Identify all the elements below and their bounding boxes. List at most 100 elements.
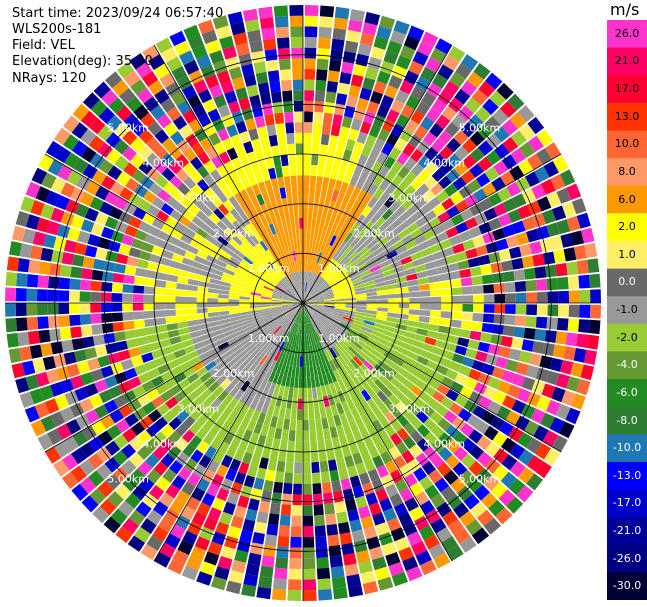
range-gate (133, 319, 146, 329)
range-gate (277, 351, 284, 363)
range-gate (25, 374, 40, 391)
range-gate (318, 396, 325, 409)
range-gate (378, 402, 390, 415)
range-gate (97, 125, 114, 141)
range-gate (283, 353, 289, 365)
range-gate (308, 207, 313, 219)
range-gate (258, 255, 268, 266)
range-gate (450, 279, 462, 288)
range-gate (76, 360, 90, 374)
range-gate (328, 320, 339, 328)
range-gate (461, 312, 473, 321)
range-label: 1.00km (318, 332, 360, 345)
range-gate (97, 355, 111, 368)
range-gate (217, 128, 230, 142)
range-gate (106, 424, 122, 440)
range-gate (282, 304, 293, 308)
range-gate (128, 247, 141, 258)
range-gate (287, 332, 293, 344)
range-gate (229, 170, 241, 183)
range-gate (342, 149, 353, 162)
colorbar-swatch (607, 517, 647, 546)
range-gate (113, 434, 129, 450)
range-gate (384, 196, 396, 209)
range-gate (262, 238, 272, 250)
range-gate (428, 275, 440, 283)
range-gate (251, 286, 263, 292)
range-gate (130, 421, 146, 436)
range-gate (339, 159, 349, 172)
range-gate (439, 160, 454, 175)
range-gate (437, 211, 451, 224)
range-gate (198, 19, 215, 35)
range-gate (519, 141, 536, 159)
range-gate (318, 154, 327, 167)
range-gate (8, 348, 22, 364)
range-gate (424, 175, 438, 190)
range-gate (232, 322, 244, 330)
range-gate (469, 266, 482, 277)
range-gate (451, 416, 466, 431)
range-gate (355, 214, 366, 226)
range-gate (140, 518, 157, 535)
range-gate (328, 459, 338, 472)
range-gate (95, 247, 108, 260)
range-gate (448, 327, 461, 337)
range-gate (464, 217, 478, 230)
range-gate (239, 201, 250, 214)
range-gate (328, 545, 342, 557)
range-gate (351, 322, 363, 329)
range-gate (274, 338, 282, 349)
range-gate (426, 268, 439, 277)
range-gate (239, 529, 253, 543)
range-gate (276, 373, 284, 386)
range-gate (159, 257, 172, 267)
azimuth-line-150 (302, 302, 453, 562)
range-gate (392, 333, 404, 342)
range-gate (303, 196, 309, 208)
range-gate (462, 239, 476, 251)
range-gate (303, 303, 314, 306)
range-gate (397, 313, 409, 320)
range-gate (186, 290, 198, 297)
range-gate (36, 217, 50, 233)
range-gate (91, 420, 106, 435)
range-gate (423, 417, 437, 431)
range-gate (191, 142, 205, 156)
range-gate (245, 210, 256, 223)
range-gate (314, 514, 325, 527)
range-gate (353, 63, 367, 77)
range-gate (90, 280, 102, 292)
range-gate (273, 288, 284, 295)
range-gate (372, 512, 386, 526)
nrays-label: NRays: 120 (12, 71, 87, 86)
range-gate (146, 204, 161, 217)
range-gate (271, 272, 281, 282)
range-gate (216, 464, 229, 478)
range-gate (170, 228, 184, 240)
range-gate (280, 231, 287, 243)
range-gate (160, 453, 175, 468)
range-gate (143, 96, 160, 112)
range-gate (535, 367, 550, 382)
range-gate (119, 187, 134, 201)
range-gate (197, 151, 211, 165)
range-gate (535, 461, 552, 479)
range-gate (329, 319, 340, 327)
range-gate (82, 92, 100, 110)
range-gate (370, 367, 382, 379)
range-gate (250, 348, 260, 358)
range-gate (154, 317, 167, 326)
range-gate (274, 210, 281, 222)
range-gate (399, 80, 415, 95)
range-gate (560, 360, 574, 375)
range-gate (146, 334, 159, 344)
range-gate (303, 154, 311, 165)
range-gate (355, 290, 367, 295)
range-gate (294, 312, 300, 323)
range-gate (87, 453, 104, 470)
range-gate (161, 223, 174, 235)
range-gate (240, 286, 252, 292)
range-gate (241, 584, 257, 597)
range-gate (303, 303, 314, 307)
